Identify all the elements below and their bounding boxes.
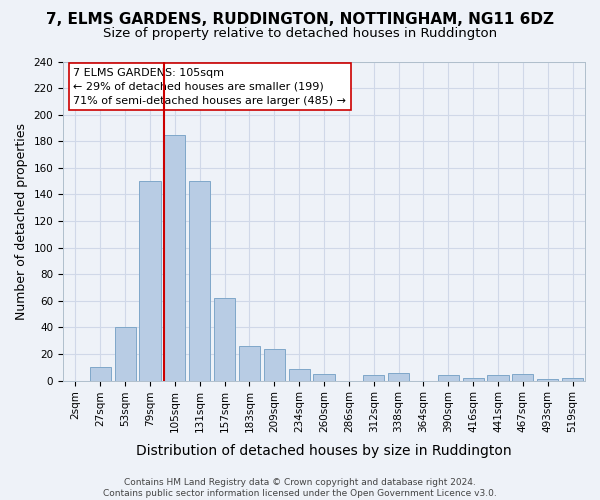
Bar <box>537 379 558 380</box>
Bar <box>463 378 484 380</box>
Bar <box>264 348 285 380</box>
Bar <box>388 372 409 380</box>
Text: Size of property relative to detached houses in Ruddington: Size of property relative to detached ho… <box>103 28 497 40</box>
Bar <box>90 367 111 380</box>
Bar <box>512 374 533 380</box>
Text: 7 ELMS GARDENS: 105sqm
← 29% of detached houses are smaller (199)
71% of semi-de: 7 ELMS GARDENS: 105sqm ← 29% of detached… <box>73 68 346 106</box>
Bar <box>139 181 161 380</box>
Bar <box>438 375 459 380</box>
Bar <box>189 181 210 380</box>
Y-axis label: Number of detached properties: Number of detached properties <box>15 122 28 320</box>
Bar <box>487 375 509 380</box>
Text: 7, ELMS GARDENS, RUDDINGTON, NOTTINGHAM, NG11 6DZ: 7, ELMS GARDENS, RUDDINGTON, NOTTINGHAM,… <box>46 12 554 28</box>
Bar <box>363 375 384 380</box>
Bar <box>313 374 335 380</box>
X-axis label: Distribution of detached houses by size in Ruddington: Distribution of detached houses by size … <box>136 444 512 458</box>
Bar <box>164 134 185 380</box>
Bar <box>562 378 583 380</box>
Bar <box>239 346 260 380</box>
Bar <box>214 298 235 380</box>
Bar <box>115 328 136 380</box>
Bar <box>289 368 310 380</box>
Text: Contains HM Land Registry data © Crown copyright and database right 2024.
Contai: Contains HM Land Registry data © Crown c… <box>103 478 497 498</box>
